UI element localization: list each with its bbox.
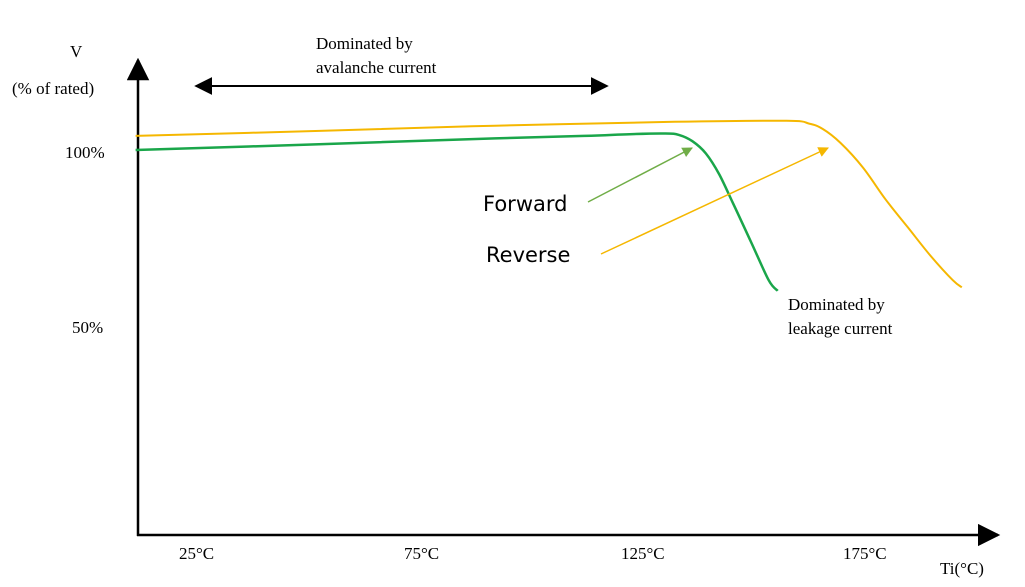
- x-axis-label: Ti(°C): [940, 559, 984, 578]
- forward-series-line: [135, 132, 779, 292]
- reverse-pointer-arrow: [600, 147, 829, 255]
- y-axis-label-line1: V: [70, 42, 83, 61]
- forward-pointer-arrow: [587, 147, 693, 203]
- avalanche-annotation-line1: Dominated by: [316, 34, 413, 53]
- reverse-series-line: [135, 119, 963, 289]
- forward-series-label: Forward: [483, 192, 567, 216]
- leakage-annotation-line1: Dominated by: [788, 295, 885, 314]
- x-tick-label-25: 25°C: [179, 544, 214, 563]
- avalanche-annotation-line2: avalanche current: [316, 58, 437, 77]
- x-tick-label-175: 175°C: [843, 544, 887, 563]
- leakage-annotation-line2: leakage current: [788, 319, 893, 338]
- y-tick-label-100: 100%: [65, 143, 105, 162]
- reverse-series-label: Reverse: [486, 243, 570, 267]
- y-tick-label-50: 50%: [72, 318, 103, 337]
- y-axis-label-line2: (% of rated): [12, 79, 94, 98]
- x-tick-label-75: 75°C: [404, 544, 439, 563]
- x-tick-label-125: 125°C: [621, 544, 665, 563]
